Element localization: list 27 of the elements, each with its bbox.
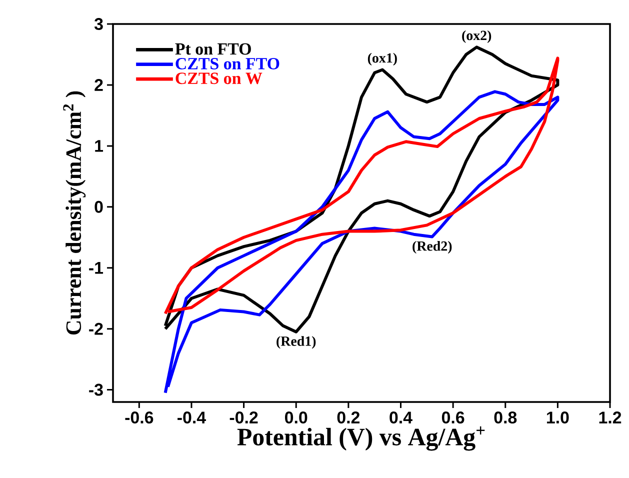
- y-tick-label: 3: [94, 18, 103, 30]
- x-tick-label: -0.4: [178, 412, 206, 424]
- x-tick-label: 1.0: [546, 412, 569, 424]
- x-tick-label: -0.6: [125, 412, 154, 424]
- y-tick-label: 2: [94, 79, 103, 91]
- annotation: (Red2): [412, 240, 452, 254]
- x-tick-label: 0.6: [442, 412, 464, 424]
- annotation: (Red1): [276, 336, 316, 349]
- x-tick-label: 1.2: [599, 412, 622, 424]
- annotation: (ox2): [462, 30, 492, 43]
- x-tick-label: -0.2: [230, 412, 258, 424]
- x-tick-label: 0.8: [494, 412, 517, 424]
- y-tick-label: -1: [89, 262, 104, 274]
- legend-label: CZTS on W: [176, 72, 262, 84]
- legend-label: CZTS on FTO: [176, 58, 280, 70]
- y-tick-label: 0: [94, 200, 103, 213]
- line-series: [164, 90, 560, 394]
- legend-label: Pt on FTO: [175, 43, 251, 55]
- x-axis-title: Potential (V) vs Ag/Ag$^{+}$: [237, 426, 485, 451]
- y-tick-label: 1: [95, 140, 104, 152]
- annotation: (ox1): [368, 52, 397, 66]
- x-tick-label: 0.0: [285, 412, 308, 424]
- y-tick-label: -3: [89, 384, 103, 396]
- x-tick-label: 0.4: [390, 412, 412, 424]
- x-tick-label: 0.2: [337, 412, 360, 424]
- y-axis-title: Current density(mA/cm$^{2}$ ): [63, 91, 86, 335]
- y-tick-label: -2: [89, 322, 103, 335]
